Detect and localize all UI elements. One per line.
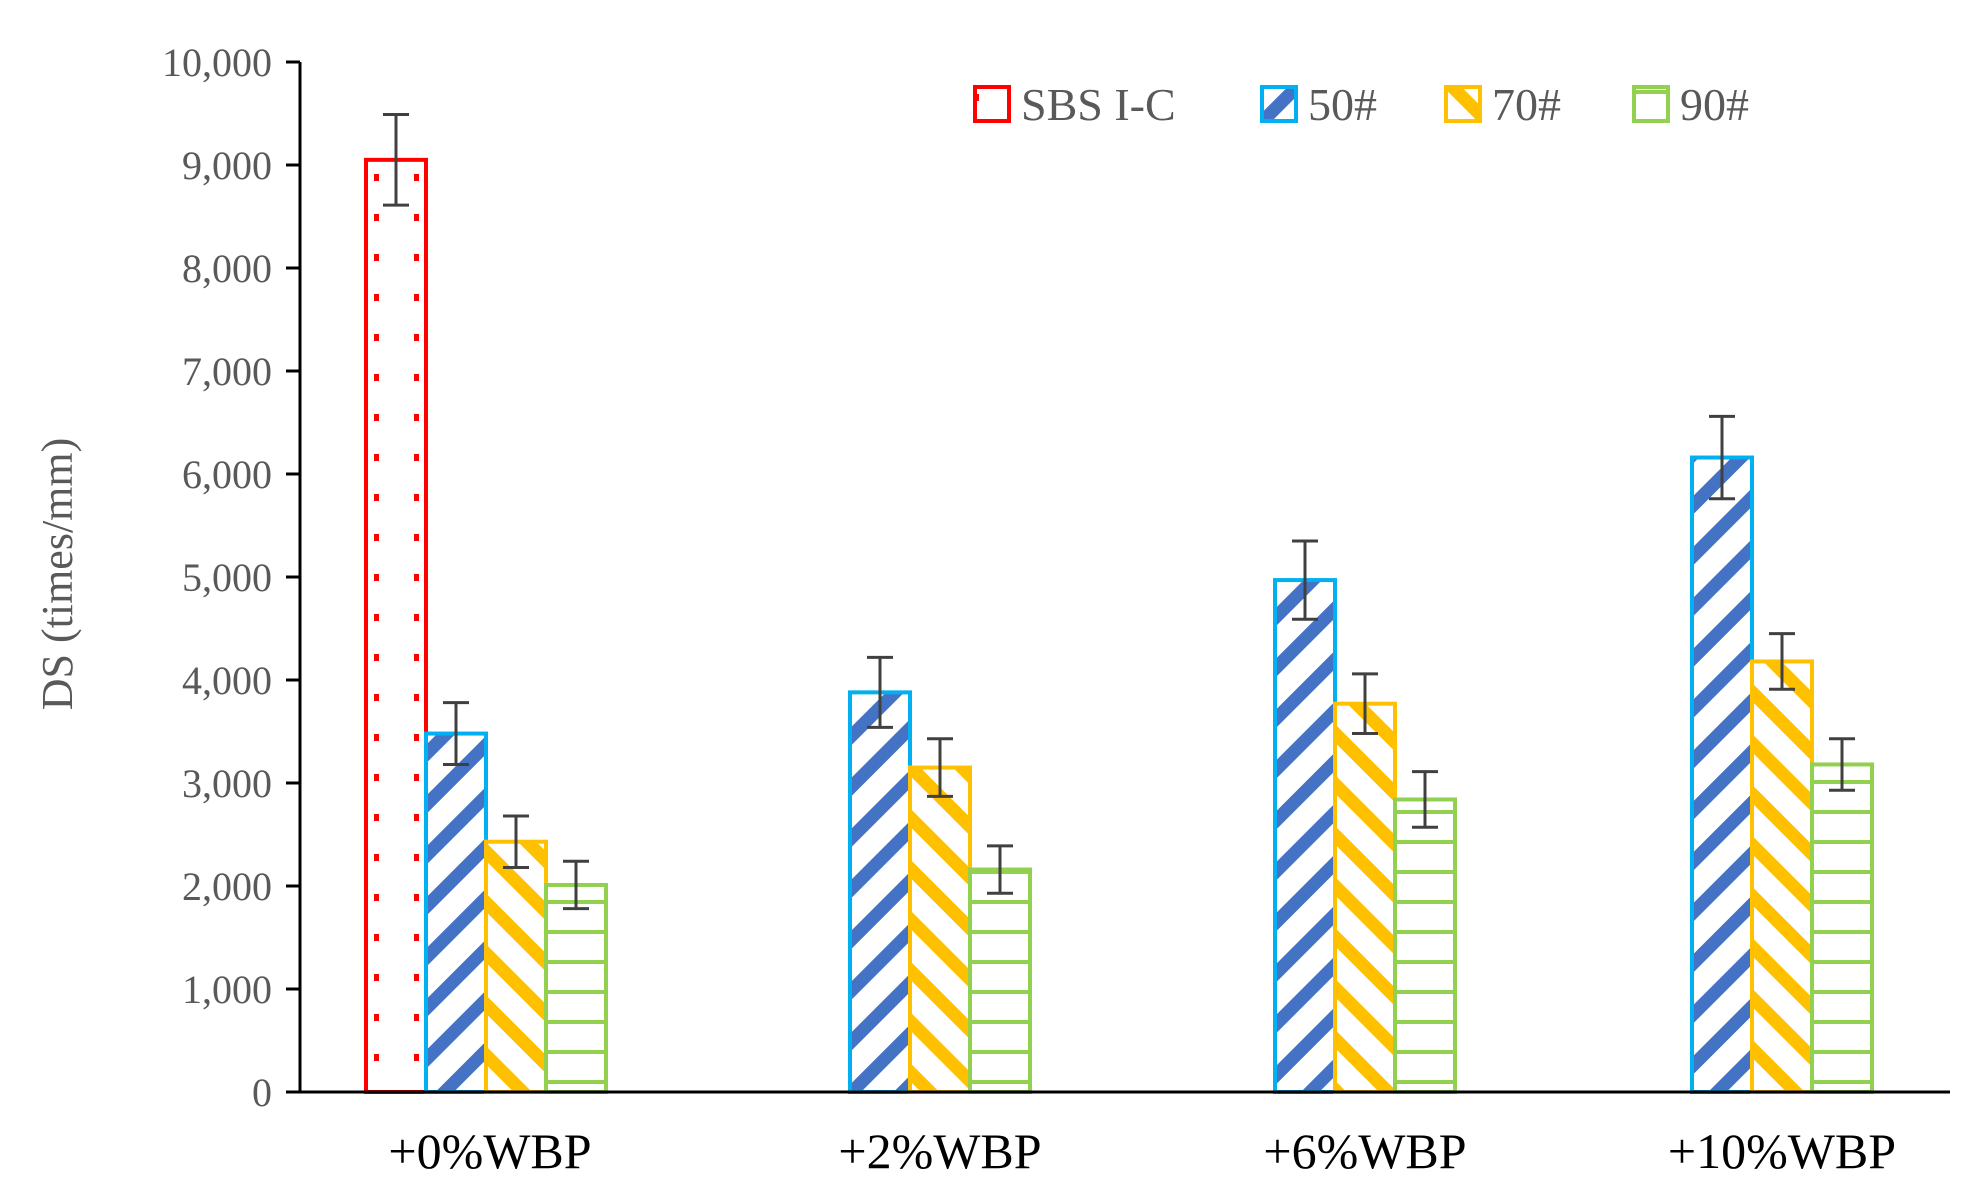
legend-label: 90# [1680,79,1749,130]
bar-70--1 [908,765,972,1094]
y-axis: 0 1,000 2,000 3,000 4,000 5,000 6,000 7,000 8,00… [162,40,302,1115]
category-label: +0%WBP [388,1123,591,1179]
y-tick-label: 5,000 [182,555,272,600]
error-bar [1352,672,1378,736]
y-tick-label: 8,000 [182,246,272,291]
error-bar [1829,737,1855,792]
y-axis-title: DS (times/mm) [33,438,82,711]
error-bar [1769,632,1795,691]
bar-50--2 [1273,578,1337,1095]
legend-label: 50# [1308,79,1377,130]
legend-item: 70# [1444,79,1561,130]
bar-90--2 [1393,797,1457,1094]
y-tick-label: 10,000 [162,40,272,85]
bar-50--3 [1690,455,1754,1094]
bar-90--3 [1810,762,1874,1095]
error-bars-layer [383,113,1855,911]
y-tick-label: 3,000 [182,761,272,806]
bar-90--0 [544,882,608,1094]
x-axis: +0%WBP +2%WBP +6%WBP +10%WBP [286,1090,1950,1179]
category-label: +6%WBP [1263,1123,1466,1179]
y-tick-label: 4,000 [182,658,272,703]
x-labels: +0%WBP +2%WBP +6%WBP +10%WBP [388,1123,1896,1179]
y-tick-label: 6,000 [182,452,272,497]
error-bar [867,655,893,729]
error-bar [1412,770,1438,829]
y-tick-label: 1,000 [182,967,272,1012]
error-bar [1709,414,1735,501]
error-bar [1292,539,1318,621]
error-bar [563,859,589,911]
legend-swatch [1260,85,1298,123]
error-bar [927,737,953,798]
y-tick-label: 9,000 [182,143,272,188]
legend-label: SBS I-C [1021,79,1176,130]
bar-70--3 [1750,659,1814,1095]
legend-swatch [1632,85,1670,123]
bar-50--1 [848,690,912,1094]
bar-sbs-i-c-0 [364,157,428,1095]
bars-layer [364,157,1874,1095]
y-tick-label: 2,000 [182,864,272,909]
bar-70--2 [1333,701,1397,1094]
legend-item: 90# [1632,79,1749,130]
legend-swatch [1444,85,1482,123]
category-label: +2%WBP [838,1123,1041,1179]
category-label: +10%WBP [1668,1123,1896,1179]
error-bar [503,814,529,869]
y-tick-label: 0 [252,1070,272,1115]
bar-50--0 [424,731,488,1094]
y-tick-label: 7,000 [182,349,272,394]
bar-90--1 [968,867,1032,1095]
legend-label: 70# [1492,79,1561,130]
legend-item: SBS I-C [973,79,1176,130]
legend: SBS I-C 50# 70# 90# [973,79,1749,130]
y-ticks: 0 1,000 2,000 3,000 4,000 5,000 6,000 7,000 8,00… [162,40,300,1115]
bar-70--0 [484,839,548,1095]
error-bar [443,701,469,766]
legend-swatch [973,85,1011,123]
error-bar [383,113,409,207]
error-bar [987,844,1013,895]
legend-item: 50# [1260,79,1377,130]
